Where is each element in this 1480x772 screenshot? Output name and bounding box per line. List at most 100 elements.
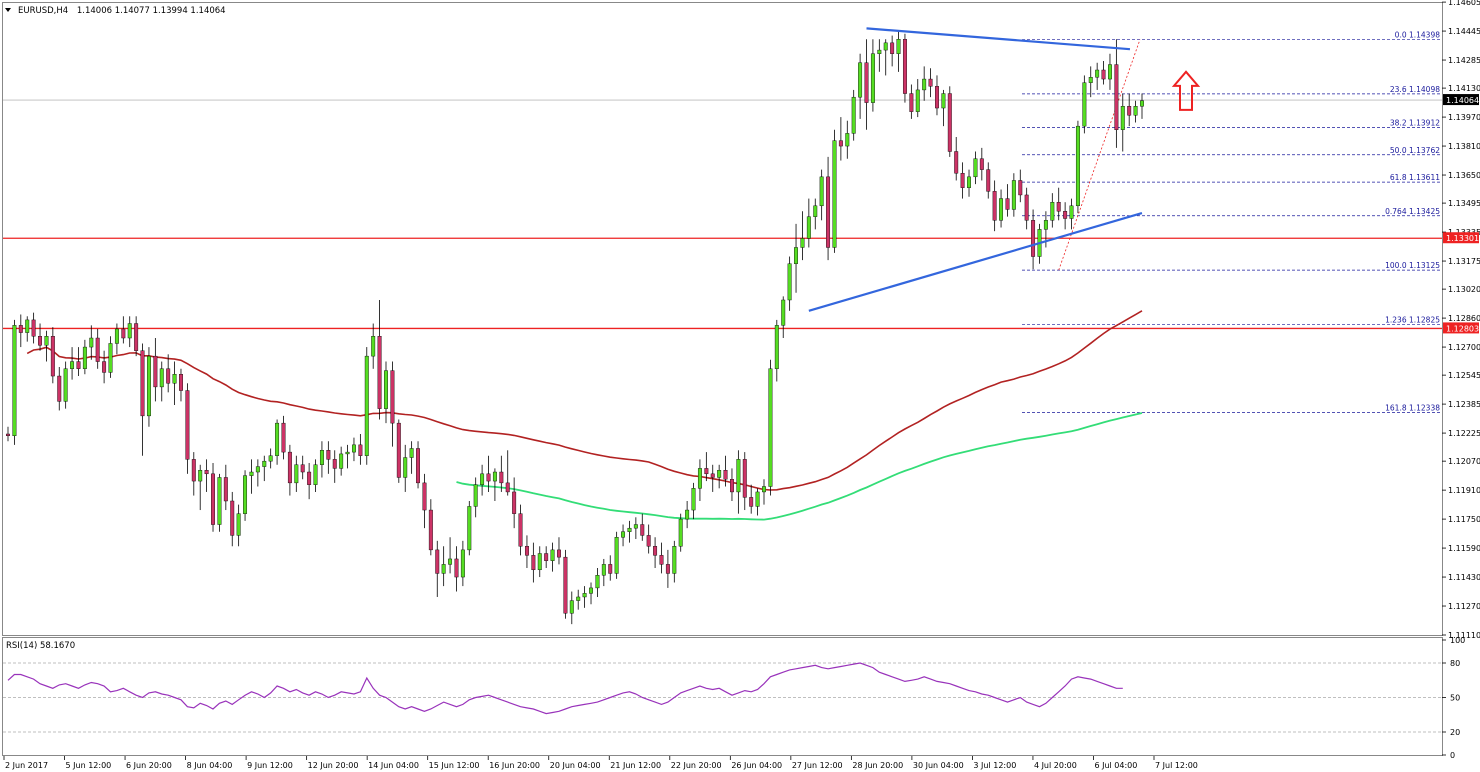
candle-body (762, 486, 766, 493)
candle-body (992, 191, 997, 221)
candle-body (704, 468, 709, 475)
candle-body (76, 361, 81, 369)
candle-body (82, 346, 87, 369)
candle-body (781, 299, 786, 326)
time-tick-label: 6 Jul 04:00 (1094, 761, 1137, 770)
candle-body (422, 482, 427, 511)
candle-body (922, 78, 927, 91)
time-tick-label: 28 Jun 20:00 (852, 761, 903, 770)
candle-body (358, 444, 363, 456)
candle-body (441, 564, 446, 574)
candle-body (57, 375, 62, 402)
candle-body (364, 355, 369, 456)
price-tick-label: 1.11750 (1448, 515, 1480, 524)
candle-body (31, 319, 36, 337)
candle-body (223, 477, 228, 502)
candle-body (563, 556, 568, 614)
candle-body (1082, 82, 1087, 127)
candle-body (262, 460, 267, 467)
price-tick-label: 1.13650 (1448, 171, 1480, 180)
price-tick-label: 1.13495 (1448, 199, 1480, 208)
candle-body (313, 464, 318, 485)
candle-body (1095, 69, 1100, 78)
fib-level-label: 61.8 1.13611 (1390, 173, 1440, 182)
candle-body (146, 355, 151, 417)
time-tick-label: 7 Jul 12:00 (1155, 761, 1198, 770)
price-axis: 1.14605 1.14445 1.14285 1.14130 1.13970 1.138… (1442, 0, 1480, 640)
candle-body (1088, 77, 1093, 83)
candle-body (755, 491, 760, 507)
candle-body (294, 464, 299, 484)
candle-body (44, 336, 49, 346)
candle-body (1127, 106, 1132, 116)
rsi-header: RSI(14) 58.1670 (6, 641, 75, 651)
price-tick-label: 1.12225 (1448, 429, 1480, 438)
candle-body (89, 337, 94, 348)
candle-body (1120, 106, 1125, 130)
candle-body (352, 444, 356, 453)
fibonacci-levels: 0.0 1.14398 23.6 1.14098 38.2 1.13912 50.0 … (1022, 31, 1442, 413)
candle-body (838, 140, 843, 147)
price-label-text: 1.12803 (1446, 324, 1479, 333)
candle-body (396, 422, 401, 478)
price-label-box (1443, 322, 1479, 334)
candle-body (1108, 64, 1112, 80)
candle-body (134, 323, 139, 351)
time-tick-label: 30 Jun 04:00 (913, 761, 964, 770)
candle-body (191, 459, 196, 482)
candle-body (659, 555, 664, 565)
chart-frame (2, 2, 1443, 636)
time-axis: 2 Jun 2017 5 Jun 12:00 6 Jun 20:00 8 Jun 04… (3, 756, 1198, 770)
candle-body (230, 500, 235, 536)
fib-diagonal-line (1058, 39, 1141, 271)
candle-body (255, 466, 260, 473)
candle-body (941, 93, 946, 109)
drawings (808, 27, 1201, 312)
candle-body (1024, 194, 1029, 221)
candle-body (339, 453, 344, 469)
rsi-frame (2, 637, 1443, 756)
candle-body (217, 477, 222, 525)
candle-body (813, 205, 818, 217)
candle-body (787, 263, 792, 301)
candle-body (717, 470, 722, 478)
candle-body (480, 473, 485, 485)
candle-body (153, 355, 158, 388)
candle-body (460, 549, 465, 578)
candle-body (730, 479, 734, 493)
candle-body (832, 140, 837, 248)
candle-body (749, 497, 754, 507)
candle-body (646, 535, 651, 547)
candle-body (890, 42, 895, 54)
time-tick-label: 20 Jun 04:00 (550, 761, 601, 770)
candle-body (742, 459, 747, 498)
header-collapse-icon[interactable] (5, 8, 11, 12)
time-tick-label: 15 Jun 12:00 (429, 761, 480, 770)
candle-body (576, 596, 581, 601)
candle-body (685, 509, 690, 520)
time-tick-label: 6 Jun 20:00 (126, 761, 172, 770)
candle-body (1005, 198, 1010, 210)
horizontal-lines (3, 99, 1442, 330)
candle-body (179, 374, 183, 391)
candle-body (550, 549, 555, 561)
candle-body (902, 39, 907, 94)
symbol-header: EURUSD,H4 1.14006 1.14077 1.13994 1.1406… (18, 6, 226, 16)
fib-level-label: 161.8 1.12338 (1385, 404, 1440, 413)
candle-body (1056, 201, 1061, 212)
candle-body (678, 518, 683, 547)
candle-body (211, 473, 215, 525)
candle-body (864, 62, 869, 103)
candle-body (332, 459, 337, 469)
candle-body (633, 524, 638, 529)
candle-body (345, 451, 350, 455)
candle-body (108, 343, 113, 373)
candle-body (774, 325, 779, 369)
rsi-line (7, 662, 1123, 715)
price-tick-label: 1.14445 (1448, 27, 1480, 36)
candle-body (589, 587, 593, 594)
candle-body (979, 158, 984, 170)
candle-body (806, 216, 811, 239)
price-tick-label: 1.12860 (1448, 314, 1480, 323)
fib-level-label: 100.0 1.13125 (1385, 261, 1440, 270)
